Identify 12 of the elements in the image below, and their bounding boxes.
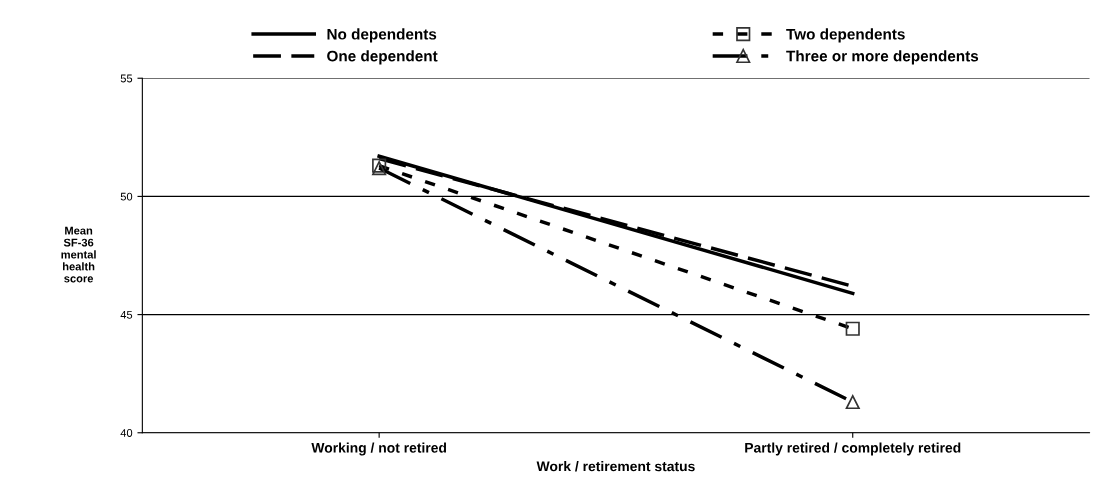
- y-tick-label: 50: [120, 192, 133, 201]
- y-tick-label: 45: [120, 310, 133, 319]
- x-tick-label: Working / not retired: [311, 442, 447, 456]
- y-tick-label: 55: [120, 74, 133, 83]
- legend-label: No dependents: [327, 28, 437, 43]
- x-tick-label: Partly retired / completely retired: [745, 442, 961, 456]
- y-axis-title: Mean SF-36 mental health score: [61, 226, 96, 283]
- legend-label: One dependent: [327, 50, 438, 65]
- legend-label: Three or more dependents: [786, 50, 979, 65]
- x-axis-title: Work / retirement status: [536, 461, 695, 472]
- y-tick-label: 40: [120, 429, 133, 437]
- legend-label: Two dependents: [786, 28, 905, 43]
